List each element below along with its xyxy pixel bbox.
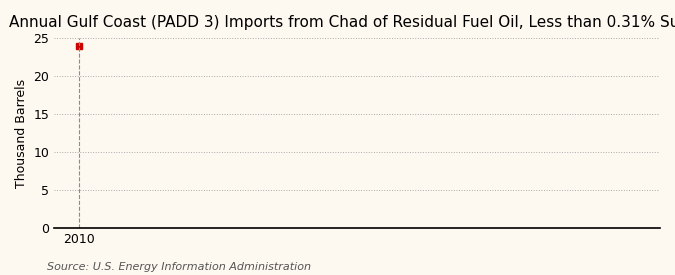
Title: Annual Gulf Coast (PADD 3) Imports from Chad of Residual Fuel Oil, Less than 0.3: Annual Gulf Coast (PADD 3) Imports from … xyxy=(9,15,675,30)
Y-axis label: Thousand Barrels: Thousand Barrels xyxy=(15,79,28,188)
Text: Source: U.S. Energy Information Administration: Source: U.S. Energy Information Administ… xyxy=(47,262,311,272)
